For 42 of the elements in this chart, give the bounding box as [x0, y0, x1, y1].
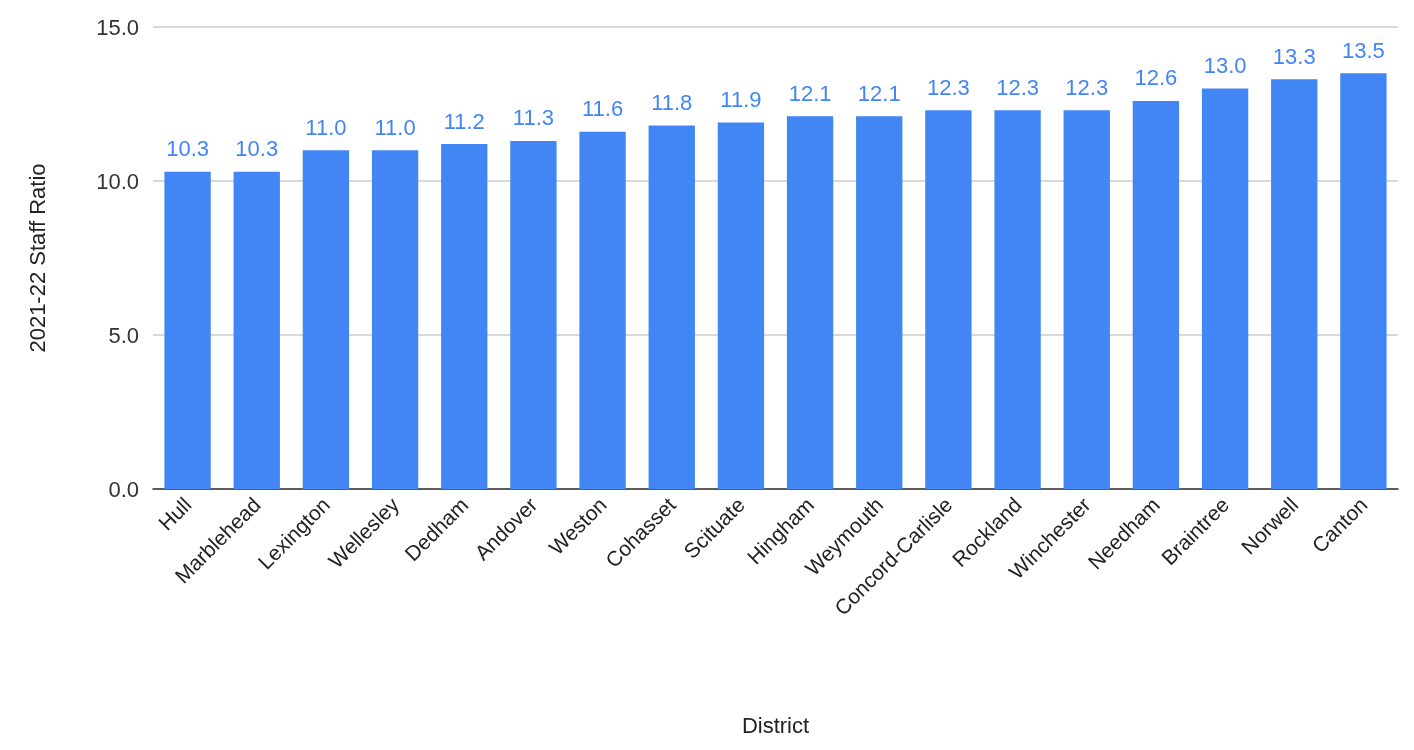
bar: [1340, 73, 1387, 489]
bar: [856, 116, 903, 489]
bar: [579, 131, 626, 489]
bar: [1271, 79, 1318, 489]
data-label: 13.5: [1342, 37, 1385, 63]
bar: [1201, 88, 1249, 489]
bar: [994, 110, 1041, 489]
x-axis-title: District: [741, 712, 810, 738]
data-label: 12.1: [788, 80, 832, 106]
data-label: 11.0: [305, 114, 347, 140]
data-label: 10.3: [235, 136, 279, 162]
data-label: 12.1: [857, 80, 901, 106]
bar: [164, 171, 211, 489]
bar: [925, 110, 972, 489]
bar: [717, 122, 765, 489]
data-label: 11.8: [651, 90, 693, 116]
data-label: 12.3: [927, 74, 970, 100]
bar: [1063, 110, 1110, 489]
y-tick-label: 10.0: [96, 168, 139, 194]
bar: [233, 171, 280, 489]
data-label: 13.0: [1203, 53, 1247, 79]
y-tick-label: 5.0: [108, 322, 139, 348]
bar: [441, 144, 488, 489]
data-label: 11.2: [443, 108, 485, 134]
y-axis-title: 2021-22 Staff Ratio: [24, 163, 50, 353]
data-label: 11.9: [720, 86, 762, 112]
data-label: 12.3: [996, 74, 1039, 100]
data-label: 11.3: [512, 105, 555, 131]
data-label: 12.3: [1065, 74, 1109, 100]
bar: [302, 150, 350, 489]
bar: [648, 125, 695, 489]
y-tick-label: 0.0: [108, 476, 139, 502]
data-label: 11.6: [581, 96, 624, 122]
y-tick-label: 15.0: [96, 14, 139, 40]
bar: [371, 150, 419, 489]
data-label: 11.0: [374, 114, 416, 140]
bar: [1132, 100, 1180, 489]
bar: [786, 116, 834, 489]
data-label: 13.3: [1272, 43, 1316, 69]
data-label: 12.6: [1134, 65, 1178, 91]
data-label: 10.3: [166, 136, 209, 162]
bar: [510, 140, 557, 489]
